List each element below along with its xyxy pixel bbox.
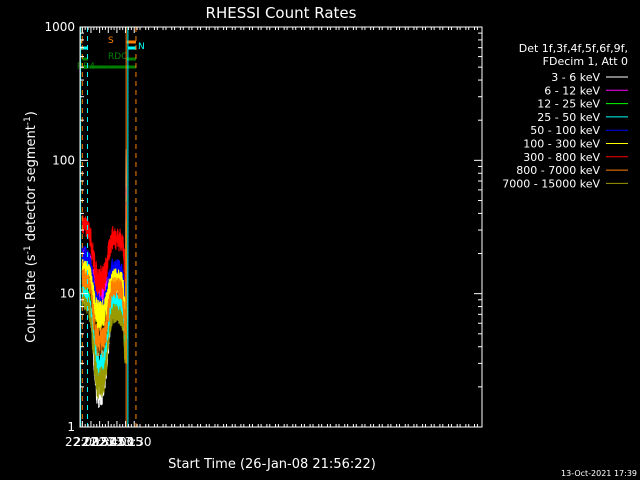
x-tick-label: 23:15 [108, 435, 143, 449]
legend-label-7: 800 - 7000 keV [516, 164, 600, 177]
x-tick-label: 23:00 [100, 435, 135, 449]
x-tick-label: 23:30 [117, 435, 152, 449]
y-label-post: ) [24, 111, 39, 116]
y-tick-label: 1000 [44, 20, 75, 34]
y-tick-label: 100 [52, 153, 75, 167]
series-line-5 [81, 205, 128, 333]
chart-title: RHESSI Count Rates [206, 4, 357, 22]
series-line-6 [81, 201, 128, 296]
legend-label-0: 3 - 6 keV [551, 71, 600, 84]
legend-label-2: 12 - 25 keV [537, 98, 600, 111]
y-label-pre: Count Rate (s [24, 254, 39, 343]
legend-label-8: 7000 - 15000 keV [502, 177, 600, 190]
legend: Det 1f,3f,4f,5f,6f,9f, FDecim 1, Att 0 3… [502, 42, 628, 190]
flag-label-rb4: RB4 [77, 62, 95, 72]
series-line-7 [81, 219, 128, 358]
x-tick-label: 22:30 [82, 435, 117, 449]
y-tick-label: 10 [60, 287, 75, 301]
series-layer [81, 148, 128, 408]
legend-header-line-1: Det 1f,3f,4f,5f,6f,9f, [519, 42, 628, 55]
plot-frame [79, 26, 483, 428]
vertical-markers [80, 27, 137, 427]
legend-label-5: 100 - 300 keV [523, 138, 600, 151]
y-label-sup2: -1 [23, 116, 33, 125]
y-label-sup1: -1 [23, 245, 33, 254]
x-tick-label: 22:00 [65, 435, 100, 449]
y-axis-label: Count Rate (s-1 detector segment-1) [23, 111, 39, 343]
flag-label-n: N [138, 42, 145, 52]
legend-label-6: 300 - 800 keV [523, 151, 600, 164]
y-label-mid: detector segment [24, 125, 39, 245]
series-line-8 [81, 224, 128, 399]
flag-label-s: S [108, 36, 114, 46]
x-axis-label: Start Time (26-Jan-08 21:56:22) [168, 457, 376, 472]
generation-timestamp: 13-Oct-2021 17:39 [561, 469, 637, 478]
flag-label-rdc: RDC [108, 52, 127, 62]
x-tick-label: 22:45 [91, 435, 126, 449]
x-tick-label: 22:15 [74, 435, 109, 449]
legend-label-4: 50 - 100 keV [530, 124, 600, 137]
legend-header-line-2: FDecim 1, Att 0 [543, 55, 628, 68]
legend-label-1: 6 - 12 keV [544, 84, 600, 97]
legend-label-3: 25 - 50 keV [537, 111, 600, 124]
y-tick-label: 1 [67, 420, 75, 434]
